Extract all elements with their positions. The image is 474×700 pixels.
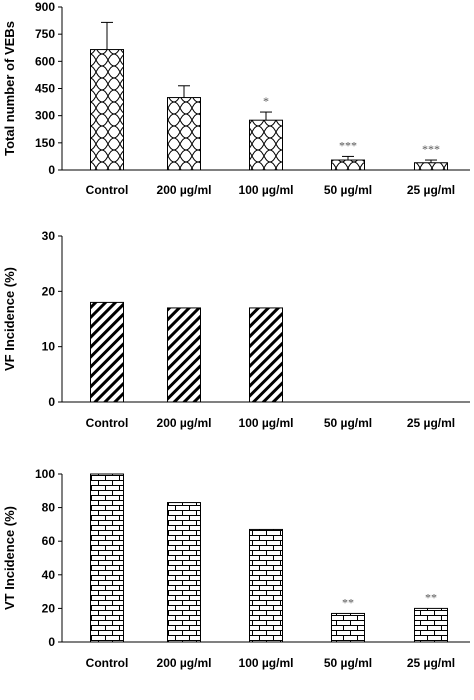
x-category-label: 25 µg/ml <box>407 183 455 197</box>
x-category-label: 25 µg/ml <box>407 656 455 670</box>
y-tick-label: 30 <box>42 229 56 243</box>
y-tick-label: 40 <box>42 568 56 582</box>
bar <box>414 162 448 171</box>
y-tick-label: 300 <box>35 109 55 123</box>
bar <box>167 307 201 403</box>
significance-label: *** <box>422 142 440 156</box>
x-category-label: 100 µg/ml <box>239 416 294 430</box>
x-category-label: 25 µg/ml <box>407 416 455 430</box>
y-tick-label: 450 <box>35 82 55 96</box>
bar <box>331 612 365 643</box>
x-category-label: 50 µg/ml <box>324 656 372 670</box>
bar <box>414 607 448 643</box>
x-category-label: 50 µg/ml <box>324 183 372 197</box>
x-category-label: Control <box>86 416 129 430</box>
x-category-label: 200 µg/ml <box>157 416 212 430</box>
y-tick-label: 150 <box>35 136 55 150</box>
y-tick-label: 750 <box>35 27 55 41</box>
y-tick-label: 60 <box>42 534 56 548</box>
bar <box>90 473 124 643</box>
chart-2: 0 10 20 30 VF Incidence (%) Control 200 µg/ml 1… <box>2 229 470 430</box>
bar <box>90 301 124 403</box>
bar <box>167 502 201 643</box>
y-tick-label: 600 <box>35 54 55 68</box>
y-tick-label: 80 <box>42 501 56 515</box>
x-category-label: 50 µg/ml <box>324 416 372 430</box>
y-axis-label: VT Incidence (%) <box>2 506 17 610</box>
x-category-label: 200 µg/ml <box>157 656 212 670</box>
x-category-label: 100 µg/ml <box>239 183 294 197</box>
y-axis-label: Total number of VEBs <box>2 21 17 156</box>
y-tick-label: 900 <box>35 0 55 14</box>
y-tick-label: 10 <box>42 340 56 354</box>
x-category-label: 100 µg/ml <box>239 656 294 670</box>
bar <box>167 97 201 171</box>
bar <box>249 528 283 643</box>
significance-label: *** <box>339 138 357 152</box>
bar <box>249 307 283 403</box>
significance-label: * <box>263 94 269 108</box>
x-category-label: Control <box>86 183 129 197</box>
y-tick-label: 20 <box>42 601 56 615</box>
y-axis-label: VF Incidence (%) <box>2 267 17 371</box>
y-tick-label: 100 <box>35 467 55 481</box>
bar <box>90 49 124 171</box>
significance-label: ** <box>342 595 354 609</box>
significance-label: ** <box>425 590 437 604</box>
y-tick-label: 0 <box>48 395 55 409</box>
y-tick-label: 0 <box>48 163 55 177</box>
y-tick-label: 0 <box>48 635 55 649</box>
chart-1: 0 150 300 450 600 750 900 Total number of VEBs C… <box>2 0 470 197</box>
bar <box>249 119 283 171</box>
chart-3: 0 20 40 60 80 100 VT Incidence (%) Control 200 µ… <box>2 467 470 670</box>
y-tick-label: 20 <box>42 284 56 298</box>
bar <box>331 159 365 171</box>
x-category-label: Control <box>86 656 129 670</box>
x-category-label: 200 µg/ml <box>157 183 212 197</box>
